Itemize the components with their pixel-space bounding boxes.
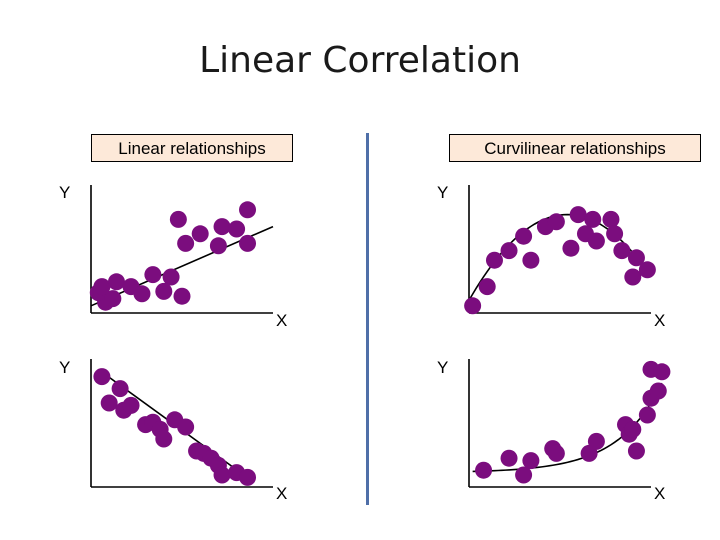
y-axis-label: Y [59, 183, 71, 202]
data-point [478, 278, 496, 296]
x-axis-label: X [276, 484, 288, 503]
data-point [587, 232, 605, 250]
data-point [649, 382, 667, 400]
data-point [107, 273, 125, 291]
data-point [169, 210, 187, 228]
data-point [515, 227, 533, 245]
data-point [155, 430, 173, 448]
data-point [638, 406, 656, 424]
data-point [547, 444, 565, 462]
data-point [627, 442, 645, 460]
data-point [569, 206, 587, 224]
y-axis-label: Y [437, 358, 449, 377]
data-point [144, 266, 162, 284]
data-point [191, 225, 209, 243]
data-point [500, 242, 518, 260]
data-point [209, 237, 227, 255]
data-point [522, 251, 540, 269]
data-point [228, 220, 246, 238]
data-point [93, 278, 111, 296]
y-axis-label: Y [437, 183, 449, 202]
data-point [475, 461, 493, 479]
data-point [562, 239, 580, 257]
data-point [177, 418, 195, 436]
x-axis-label: X [654, 484, 666, 503]
data-point [613, 242, 631, 260]
data-point [239, 468, 257, 486]
data-point [547, 213, 565, 231]
data-point [638, 261, 656, 279]
slide-title: Linear Correlation [199, 40, 521, 81]
data-point [93, 368, 111, 386]
data-point [122, 396, 140, 414]
data-point [624, 420, 642, 438]
data-point [104, 290, 122, 308]
data-point [213, 466, 231, 484]
data-point [100, 394, 118, 412]
x-axis-label: X [276, 311, 288, 330]
y-axis-label: Y [59, 358, 71, 377]
data-point [162, 268, 180, 286]
curvilinear-relationships-header: Curvilinear relationships [449, 134, 701, 162]
data-point [500, 449, 518, 467]
data-point [515, 466, 533, 484]
data-point [213, 218, 231, 236]
data-point [624, 268, 642, 286]
data-point [653, 363, 671, 381]
linear-relationships-header: Linear relationships [91, 134, 293, 162]
data-point [239, 234, 257, 252]
data-point [627, 249, 645, 267]
data-point [177, 234, 195, 252]
data-point [606, 225, 624, 243]
data-point [485, 251, 503, 269]
data-point [133, 285, 151, 303]
data-point [173, 287, 191, 305]
data-point [239, 201, 257, 219]
data-point [155, 282, 173, 300]
data-point [522, 452, 540, 470]
data-point [111, 380, 129, 398]
data-point [587, 432, 605, 450]
data-point [584, 210, 602, 228]
data-point [602, 210, 620, 228]
panel-divider [366, 133, 369, 505]
data-point [464, 297, 482, 315]
x-axis-label: X [654, 311, 666, 330]
